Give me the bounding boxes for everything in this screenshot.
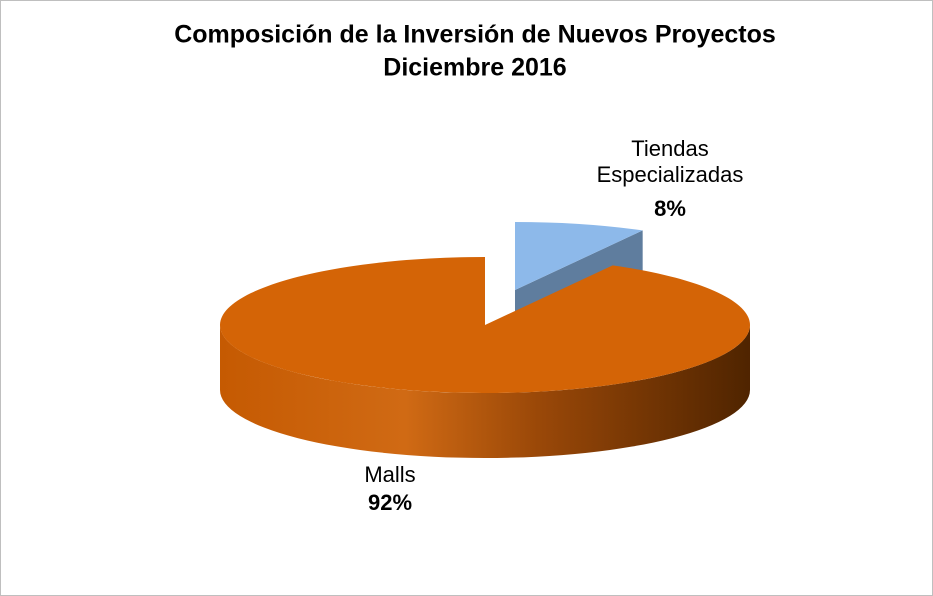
chart-title: Composición de la Inversión de Nuevos Pr… (174, 21, 776, 49)
slice (220, 257, 751, 393)
chart-subtitle: Diciembre 2016 (383, 54, 566, 82)
slice-value-label: 92% (367, 490, 413, 515)
slice-value-label: 8% (654, 196, 686, 221)
slice-label: Malls (364, 462, 416, 487)
slice-side (220, 325, 750, 458)
pie (220, 222, 751, 458)
slice-label: Tiendas Especializadas (596, 136, 744, 187)
slice (515, 222, 643, 290)
